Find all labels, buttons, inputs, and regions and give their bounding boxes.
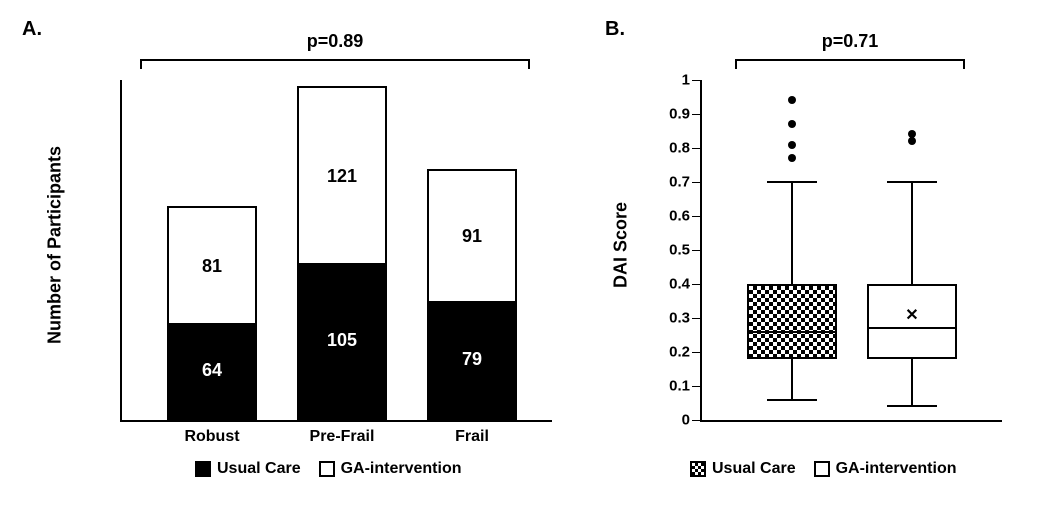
ytick-label: 0.2 xyxy=(669,344,690,361)
ytick xyxy=(692,352,702,353)
outlier-point xyxy=(908,130,916,138)
panel-a: p=0.89 Number of Participants 8164Robust… xyxy=(55,25,575,465)
ytick-label: 0.8 xyxy=(669,140,690,157)
ytick xyxy=(692,182,702,183)
outlier-point xyxy=(788,141,796,149)
ytick-label: 1 xyxy=(682,72,690,89)
ytick-label: 0.6 xyxy=(669,208,690,225)
ytick xyxy=(692,284,702,285)
ytick xyxy=(692,420,702,421)
panel-a-label: A. xyxy=(22,18,42,41)
ytick xyxy=(692,216,702,217)
legend-label: GA-intervention xyxy=(341,460,462,478)
ytick xyxy=(692,386,702,387)
panel-b-plot: 00.10.20.30.40.50.60.70.80.91✕ xyxy=(700,80,1002,422)
category-label: Frail xyxy=(427,428,517,446)
bar-segment-top: 121 xyxy=(299,88,385,267)
category-label: Robust xyxy=(167,428,257,446)
legend-item: GA-intervention xyxy=(814,460,957,478)
panel-a-ylabel: Number of Participants xyxy=(45,146,66,344)
bar: 121105 xyxy=(297,86,387,420)
ytick-label: 0.3 xyxy=(669,310,690,327)
box xyxy=(747,284,837,359)
bar: 9179 xyxy=(427,169,517,420)
legend-label: Usual Care xyxy=(712,460,796,478)
median-line xyxy=(747,331,837,333)
ytick-label: 0.5 xyxy=(669,242,690,259)
legend-label: Usual Care xyxy=(217,460,301,478)
bar-segment-bottom: 79 xyxy=(429,301,515,418)
legend-item: GA-intervention xyxy=(319,460,462,478)
median-line xyxy=(867,327,957,329)
panel-b: p=0.71 DAI Score 00.10.20.30.40.50.60.70… xyxy=(615,25,1035,465)
figure: A. p=0.89 Number of Participants 8164Rob… xyxy=(0,0,1050,510)
swatch-filled-icon xyxy=(195,461,211,477)
whisker-cap xyxy=(767,181,817,183)
whisker-cap xyxy=(767,399,817,401)
panel-b-ylabel: DAI Score xyxy=(611,202,632,288)
ytick-label: 0.4 xyxy=(669,276,690,293)
outlier-point xyxy=(788,96,796,104)
mean-marker-icon: ✕ xyxy=(905,308,918,324)
ytick xyxy=(692,250,702,251)
ytick-label: 0.7 xyxy=(669,174,690,191)
legend-b: Usual Care GA-intervention xyxy=(690,460,956,478)
legend-label: GA-intervention xyxy=(836,460,957,478)
bar-segment-top: 91 xyxy=(429,171,515,306)
outlier-point xyxy=(788,120,796,128)
swatch-checker-icon xyxy=(690,461,706,477)
panel-a-bracket xyxy=(140,59,530,61)
ytick xyxy=(692,80,702,81)
ytick-label: 0 xyxy=(682,412,690,429)
panel-b-bracket xyxy=(735,59,965,61)
bar-segment-bottom: 64 xyxy=(169,323,255,418)
swatch-hollow-icon xyxy=(814,461,830,477)
ytick-label: 0.9 xyxy=(669,106,690,123)
whisker-cap xyxy=(887,181,937,183)
panel-a-pvalue: p=0.89 xyxy=(120,31,550,52)
outlier-point xyxy=(788,154,796,162)
swatch-hollow-icon xyxy=(319,461,335,477)
category-label: Pre-Frail xyxy=(297,428,387,446)
ytick xyxy=(692,318,702,319)
panel-b-pvalue: p=0.71 xyxy=(700,31,1000,52)
bar: 8164 xyxy=(167,206,257,420)
bar-segment-top: 81 xyxy=(169,208,255,328)
legend-item: Usual Care xyxy=(195,460,301,478)
legend-item: Usual Care xyxy=(690,460,796,478)
legend-a: Usual Care GA-intervention xyxy=(195,460,461,478)
ytick xyxy=(692,148,702,149)
ytick-label: 0.1 xyxy=(669,378,690,395)
bar-segment-bottom: 105 xyxy=(299,263,385,418)
ytick xyxy=(692,114,702,115)
panel-a-plot: 8164Robust121105Pre-Frail9179Frail xyxy=(120,80,552,422)
whisker-cap xyxy=(887,405,937,407)
